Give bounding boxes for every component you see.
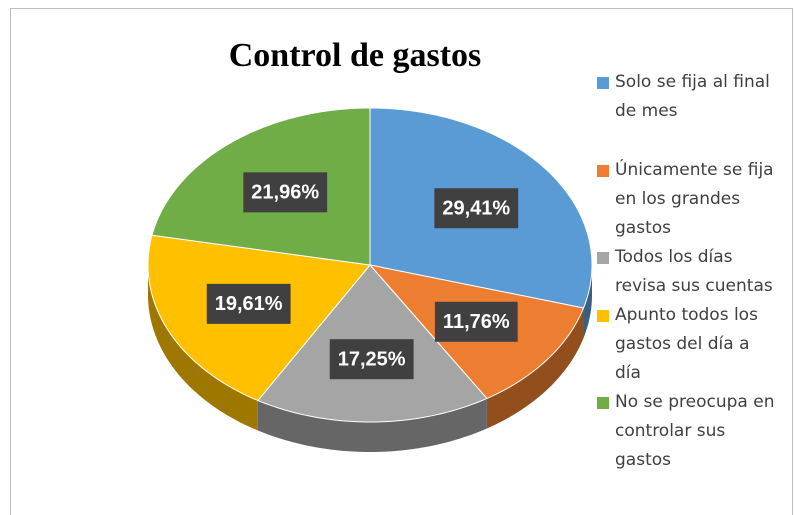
legend-swatch [597, 252, 609, 264]
chart-title: Control de gastos [229, 37, 482, 74]
data-label-box [434, 188, 519, 229]
legend-item: Solo se fija al final de mes [597, 68, 777, 126]
slice-side [257, 398, 487, 452]
data-label-box [206, 283, 291, 324]
legend: Solo se fija al final de mes Únicamente s… [597, 68, 777, 475]
legend-label: Apunto todos los gastos del día a día [615, 305, 758, 383]
legend-label: Todos los días revisa sus cuentas [615, 247, 773, 296]
legend-swatch [597, 77, 609, 89]
legend-label: Solo se fija al final de mes [615, 72, 770, 121]
legend-swatch [597, 165, 609, 177]
legend-item: No se preocupa en controlar sus gastos [597, 388, 777, 475]
data-label: 17,25% [338, 348, 406, 370]
data-label-box [243, 172, 328, 213]
legend-item: Apunto todos los gastos del día a día [597, 301, 777, 388]
legend-label: Únicamente se fija en los grandes gastos [615, 160, 774, 238]
data-label-box [434, 301, 518, 342]
data-label: 11,76% [443, 311, 510, 333]
legend-item: Únicamente se fija en los grandes gastos [597, 156, 777, 243]
legend-swatch [597, 397, 609, 409]
data-label: 29,41% [442, 198, 510, 220]
slice-side [486, 307, 584, 429]
legend-swatch [597, 310, 609, 322]
chart-border [10, 8, 793, 515]
data-label-box [329, 339, 414, 380]
legend-label: No se preocupa en controlar sus gastos [615, 392, 775, 470]
data-label: 21,96% [251, 182, 319, 204]
slice-side [148, 265, 258, 431]
data-label: 19,61% [215, 293, 283, 315]
legend-item: Todos los días revisa sus cuentas [597, 243, 777, 301]
slice-side [583, 265, 592, 338]
